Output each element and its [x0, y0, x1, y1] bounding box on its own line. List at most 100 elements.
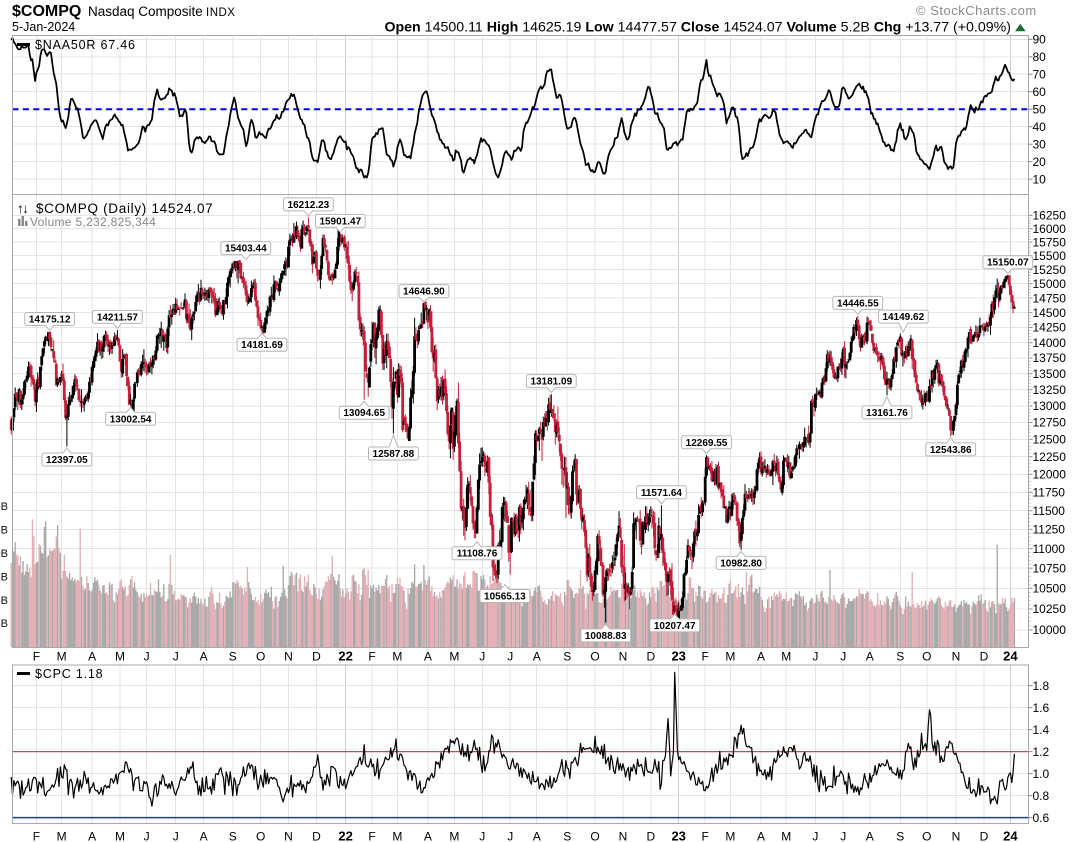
- svg-text:M: M: [725, 830, 735, 842]
- svg-text:F: F: [33, 830, 40, 842]
- svg-text:10207.47: 10207.47: [654, 621, 696, 632]
- svg-text:22: 22: [338, 829, 352, 842]
- svg-text:80: 80: [1033, 50, 1047, 64]
- svg-text:1.8: 1.8: [1033, 679, 1050, 693]
- svg-text:A: A: [866, 830, 874, 842]
- svg-text:J: J: [507, 650, 513, 664]
- svg-text:Open 14500.11 High 14625.19 Lo: Open 14500.11 High 14625.19 Low 14477.57…: [384, 20, 1011, 36]
- svg-text:90: 90: [1033, 33, 1047, 47]
- svg-text:15500: 15500: [1033, 249, 1067, 263]
- svg-text:23: 23: [671, 649, 685, 664]
- svg-text:10565.13: 10565.13: [484, 592, 526, 603]
- svg-text:D: D: [646, 650, 655, 664]
- svg-text:5-Jan-2024: 5-Jan-2024: [12, 20, 75, 34]
- svg-text:$NAA50R 67.46: $NAA50R 67.46: [35, 38, 136, 52]
- svg-text:15901.47: 15901.47: [319, 216, 361, 227]
- svg-text:M: M: [781, 650, 791, 664]
- svg-text:11108.76: 11108.76: [457, 549, 498, 560]
- svg-text:10: 10: [1033, 172, 1047, 186]
- svg-text:D: D: [312, 830, 321, 842]
- svg-text:22: 22: [338, 649, 352, 664]
- svg-text:O: O: [590, 650, 599, 664]
- svg-text:11250: 11250: [1033, 523, 1066, 537]
- svg-text:13181.09: 13181.09: [530, 377, 572, 388]
- svg-text:Volume 5,232,825,344: Volume 5,232,825,344: [30, 215, 156, 229]
- svg-text:↑↓ $COMPQ (Daily) 14524.07: ↑↓ $COMPQ (Daily) 14524.07: [17, 201, 213, 216]
- svg-text:23: 23: [671, 829, 685, 842]
- svg-text:40: 40: [1033, 120, 1047, 134]
- svg-text:Nasdaq Composite: Nasdaq Composite: [88, 4, 203, 19]
- svg-text:A: A: [424, 650, 432, 664]
- svg-text:1.0: 1.0: [1033, 767, 1050, 781]
- svg-text:14000: 14000: [1033, 336, 1067, 350]
- svg-text:J: J: [144, 650, 150, 664]
- svg-text:15750: 15750: [1033, 235, 1067, 249]
- svg-text:13000: 13000: [1033, 399, 1067, 413]
- svg-text:13750: 13750: [1033, 351, 1067, 365]
- svg-text:12543.86: 12543.86: [930, 445, 972, 456]
- svg-text:60: 60: [1033, 85, 1047, 99]
- svg-text:30: 30: [1033, 137, 1047, 151]
- svg-text:M: M: [725, 650, 735, 664]
- svg-text:F: F: [368, 830, 375, 842]
- svg-text:M: M: [115, 830, 125, 842]
- svg-text:S: S: [229, 650, 237, 664]
- svg-text:O: O: [922, 830, 931, 842]
- svg-text:12250: 12250: [1033, 450, 1067, 464]
- svg-text:A: A: [533, 650, 541, 664]
- svg-text:1.4: 1.4: [1033, 723, 1050, 737]
- svg-text:A: A: [200, 830, 208, 842]
- svg-text:15150.07: 15150.07: [987, 258, 1029, 269]
- svg-text:A: A: [866, 650, 874, 664]
- svg-text:A: A: [88, 830, 96, 842]
- svg-text:10500: 10500: [1033, 582, 1067, 596]
- svg-text:10750: 10750: [1033, 561, 1067, 575]
- svg-text:A: A: [757, 650, 765, 664]
- svg-text:N: N: [952, 650, 961, 664]
- svg-text:N: N: [619, 650, 628, 664]
- svg-text:M: M: [781, 830, 791, 842]
- svg-text:O: O: [922, 650, 931, 664]
- svg-text:J: J: [812, 830, 818, 842]
- svg-text:16250: 16250: [1033, 209, 1067, 223]
- svg-text:A: A: [200, 650, 208, 664]
- svg-text:13161.76: 13161.76: [866, 408, 908, 419]
- svg-text:12587.88: 12587.88: [373, 449, 415, 460]
- svg-text:J: J: [840, 650, 846, 664]
- svg-text:J: J: [173, 830, 179, 842]
- svg-text:15403.44: 15403.44: [225, 244, 267, 255]
- svg-text:14149.62: 14149.62: [882, 312, 924, 323]
- svg-text:N: N: [952, 830, 961, 842]
- svg-text:14750: 14750: [1033, 291, 1067, 305]
- svg-text:14646.90: 14646.90: [403, 287, 445, 298]
- svg-text:D: D: [980, 830, 989, 842]
- svg-text:50: 50: [1033, 102, 1047, 116]
- svg-text:J: J: [812, 650, 818, 664]
- svg-text:N: N: [619, 830, 628, 842]
- svg-text:F: F: [702, 830, 709, 842]
- svg-text:11571.64: 11571.64: [641, 488, 683, 499]
- svg-text:S: S: [896, 830, 904, 842]
- svg-text:O: O: [256, 830, 265, 842]
- svg-text:A: A: [757, 830, 765, 842]
- svg-text:12.5B: 12.5B: [0, 525, 8, 537]
- svg-text:A: A: [424, 830, 432, 842]
- svg-text:13500: 13500: [1033, 367, 1067, 381]
- svg-text:13250: 13250: [1033, 383, 1067, 397]
- svg-text:$CPC 1.18: $CPC 1.18: [35, 667, 103, 681]
- svg-text:N: N: [284, 650, 293, 664]
- svg-text:F: F: [368, 650, 375, 664]
- svg-text:2.5B: 2.5B: [0, 618, 8, 630]
- svg-text:20: 20: [1033, 155, 1047, 169]
- svg-text:11750: 11750: [1033, 486, 1066, 500]
- svg-text:11000: 11000: [1033, 542, 1066, 556]
- svg-text:D: D: [980, 650, 989, 664]
- svg-text:M: M: [57, 650, 67, 664]
- svg-text:16212.23: 16212.23: [288, 200, 330, 211]
- svg-text:11500: 11500: [1033, 504, 1066, 518]
- svg-text:O: O: [256, 650, 265, 664]
- svg-text:$COMPQ: $COMPQ: [12, 3, 81, 20]
- svg-text:12397.05: 12397.05: [46, 455, 88, 466]
- svg-text:14211.57: 14211.57: [97, 312, 139, 323]
- svg-text:F: F: [702, 650, 709, 664]
